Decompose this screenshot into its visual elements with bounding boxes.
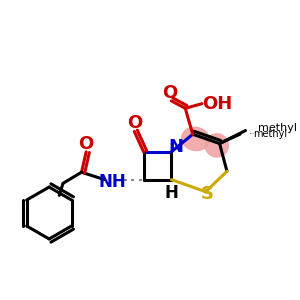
Ellipse shape (182, 127, 209, 151)
Ellipse shape (205, 134, 228, 157)
Text: methyl: methyl (253, 129, 287, 139)
Text: O: O (127, 114, 142, 132)
Text: N: N (169, 138, 184, 156)
Text: methyl: methyl (259, 123, 298, 133)
Text: H: H (164, 184, 178, 202)
Text: OH: OH (202, 95, 233, 113)
Text: NH: NH (98, 173, 126, 191)
Text: O: O (162, 84, 177, 102)
Text: S: S (201, 185, 214, 203)
Text: methyl: methyl (250, 133, 255, 134)
Text: O: O (79, 134, 94, 152)
